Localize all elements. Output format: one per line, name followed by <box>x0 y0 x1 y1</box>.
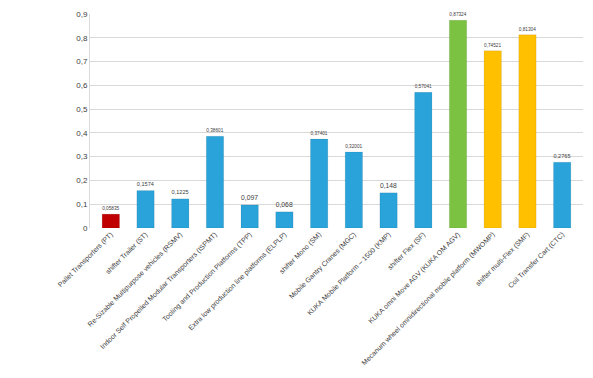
svg-text:0,38601: 0,38601 <box>206 128 223 133</box>
svg-text:0,81304: 0,81304 <box>519 27 536 32</box>
svg-text:0,6: 0,6 <box>76 81 88 90</box>
svg-text:Mecanum wheel omnidirectional: Mecanum wheel omnidirectional mobile pla… <box>360 231 496 367</box>
svg-text:0,5: 0,5 <box>76 105 88 114</box>
svg-text:0,74521: 0,74521 <box>484 43 501 48</box>
svg-text:0,2765: 0,2765 <box>553 153 570 159</box>
svg-text:Mobile Gantry Cranes (MGC): Mobile Gantry Cranes (MGC) <box>288 231 358 301</box>
svg-text:shifter Mono (SM): shifter Mono (SM) <box>278 231 323 276</box>
svg-text:0,05835: 0,05835 <box>102 206 119 211</box>
svg-text:Coil Transfer Cart (CTC): Coil Transfer Cart (CTC) <box>507 231 566 290</box>
svg-text:0,1: 0,1 <box>76 200 88 209</box>
svg-text:0,2: 0,2 <box>76 176 88 185</box>
svg-text:shifter Flex (SF): shifter Flex (SF) <box>386 231 427 272</box>
svg-text:Pallet Transporters (PT): Pallet Transporters (PT) <box>57 231 115 289</box>
svg-text:0,3: 0,3 <box>76 152 88 161</box>
svg-text:KUKA Mobile Platform – 1500 (K: KUKA Mobile Platform – 1500 (KMP) <box>306 231 393 318</box>
svg-text:shifter Trailer (ST): shifter Trailer (ST) <box>104 231 149 276</box>
svg-text:0,1225: 0,1225 <box>172 189 189 195</box>
svg-text:Extra low production line plat: Extra low production line platforms (ELP… <box>187 231 288 332</box>
svg-text:0,37401: 0,37401 <box>310 131 327 136</box>
svg-text:0,32001: 0,32001 <box>345 144 362 149</box>
svg-text:0,87324: 0,87324 <box>449 12 466 17</box>
svg-text:KUKA omni Move AGV (KUKA OM AG: KUKA omni Move AGV (KUKA OM AGV) <box>367 231 462 326</box>
svg-text:0,1574: 0,1574 <box>137 181 154 187</box>
svg-text:Tooling and Production Platfor: Tooling and Production Platforms (TPP) <box>161 231 254 324</box>
svg-text:0,57041: 0,57041 <box>415 84 432 89</box>
svg-text:0,148: 0,148 <box>380 182 397 189</box>
svg-text:Re-Sizable Multipurpose vehicl: Re-Sizable Multipurpose vehicles (RSMV) <box>86 231 184 329</box>
svg-text:shifter multi-Flex (SMF): shifter multi-Flex (SMF) <box>474 231 531 288</box>
svg-text:0,8: 0,8 <box>76 34 88 43</box>
svg-text:0: 0 <box>83 224 88 233</box>
svg-text:0,7: 0,7 <box>76 57 88 66</box>
svg-text:0,097: 0,097 <box>241 194 258 201</box>
svg-text:0,4: 0,4 <box>76 129 88 138</box>
svg-text:0,9: 0,9 <box>76 10 88 19</box>
svg-text:Indoor Self Propelled Modular: Indoor Self Propelled Modular Transporte… <box>99 231 219 351</box>
svg-text:0,068: 0,068 <box>276 201 293 208</box>
